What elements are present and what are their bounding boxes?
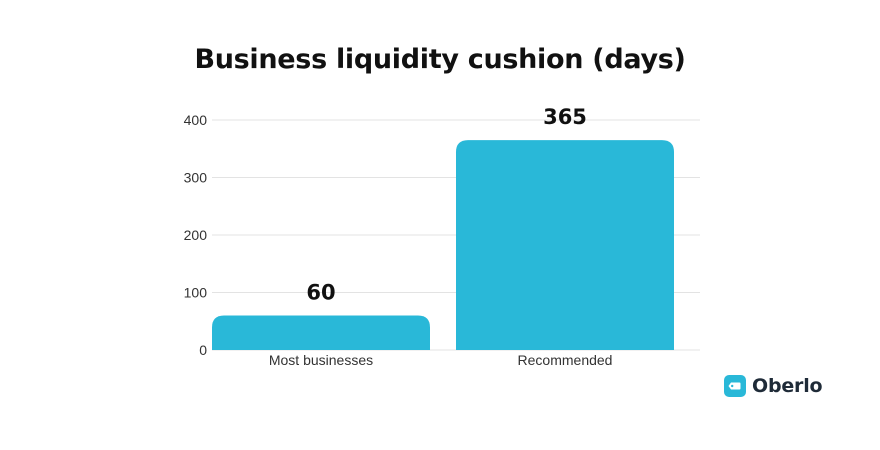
x-axis-ticks: Most businesses Recommended <box>269 352 613 368</box>
brand-name: Oberlo <box>752 375 823 397</box>
y-tick-label: 400 <box>184 112 208 128</box>
chart-title: Business liquidity cushion (days) <box>194 44 686 75</box>
bars <box>212 140 674 350</box>
y-tick-label: 300 <box>184 170 208 186</box>
data-label: 365 <box>543 105 587 129</box>
data-label: 60 <box>306 281 335 305</box>
x-tick-label: Most businesses <box>269 352 373 368</box>
bar-2 <box>456 140 674 350</box>
y-tick-label: 200 <box>184 227 208 243</box>
x-tick-label: Recommended <box>518 352 613 368</box>
bar-1 <box>212 315 430 350</box>
y-tick-label: 100 <box>184 285 208 301</box>
brand-logo: Oberlo <box>724 375 823 397</box>
tag-icon <box>724 375 746 397</box>
data-labels: 60 365 <box>306 105 587 304</box>
y-axis-ticks: 0 100 200 300 400 <box>184 112 208 358</box>
y-tick-label: 0 <box>199 342 207 358</box>
